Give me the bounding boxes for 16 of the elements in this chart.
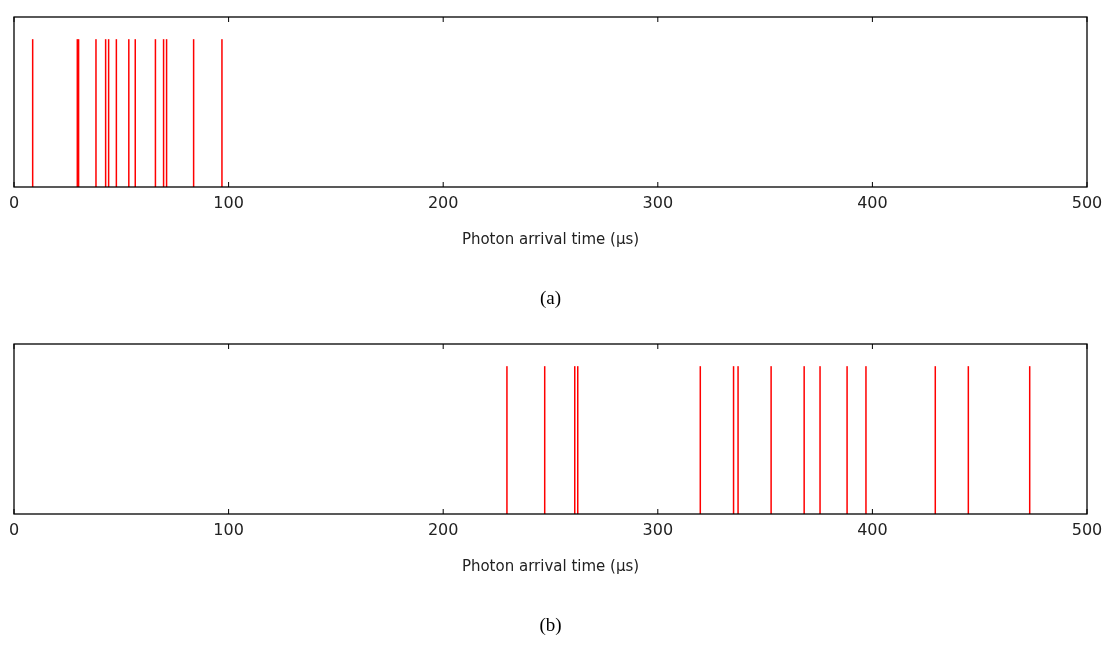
x-tick-label: 400: [857, 520, 888, 539]
x-tick-label: 200: [427, 193, 459, 212]
x-tick-label: 400: [857, 193, 888, 212]
x-tick-label: 300: [642, 520, 674, 539]
x-axis-title: Photon arrival time (μs): [461, 230, 640, 248]
x-tick-label: 0: [8, 193, 20, 212]
x-tick-label: 100: [213, 520, 244, 539]
x-tick-label: 500: [1071, 193, 1103, 212]
x-tick-label: 200: [427, 520, 459, 539]
x-tick-label: 0: [8, 520, 20, 539]
x-axis-title: Photon arrival time (μs): [461, 557, 640, 575]
x-tick-label: 300: [642, 193, 674, 212]
text: (b): [539, 614, 562, 636]
x-tick-label: 500: [1071, 520, 1103, 539]
x-tick-label: 100: [213, 193, 244, 212]
text: (a): [539, 287, 562, 309]
